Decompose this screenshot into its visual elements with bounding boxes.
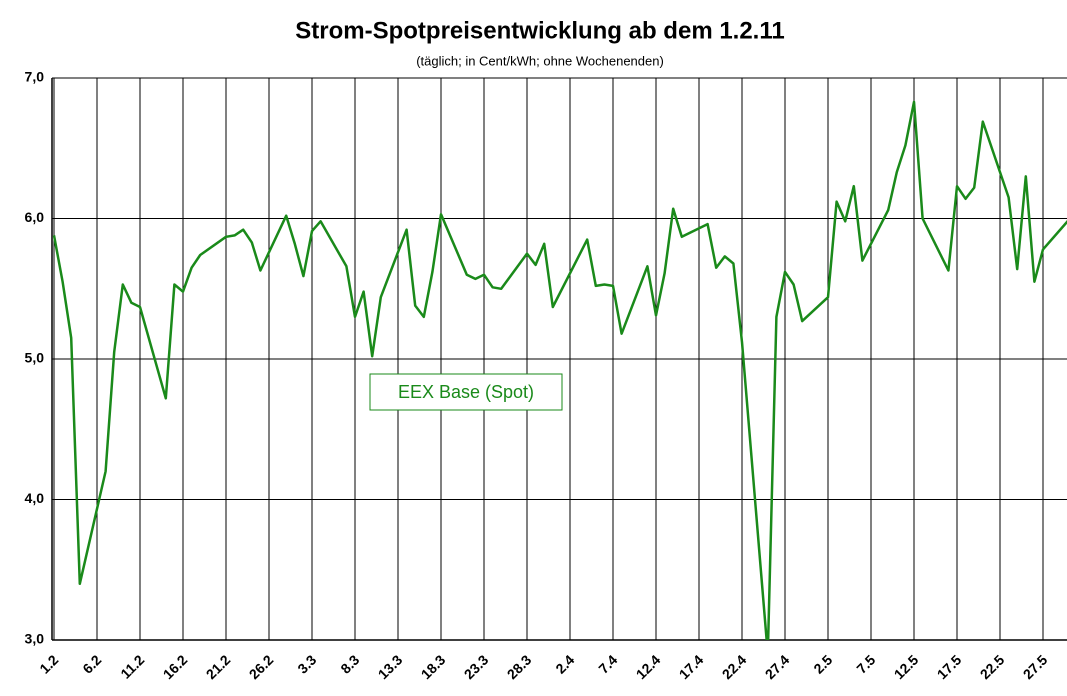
x-tick-label: 21.2 <box>203 652 234 683</box>
labels: 3,0 4,0 5,0 6,0 7,0 1.2 6.2 11.2 16.2 21.2 26.2 3.3… <box>25 69 1051 683</box>
y-tick-label: 6,0 <box>25 209 45 225</box>
data-line <box>52 100 1067 640</box>
x-tick-label: 26.2 <box>246 652 277 683</box>
x-tick-label: 27.4 <box>762 652 793 683</box>
x-tick-label: 8.3 <box>337 652 362 677</box>
y-tick-label: 5,0 <box>25 350 45 366</box>
x-tick-label: 1.2 <box>36 652 61 677</box>
y-tick-label: 3,0 <box>25 631 45 647</box>
x-tick-label: 22.5 <box>977 652 1008 683</box>
grid <box>51 77 1067 641</box>
x-tick-label: 12.5 <box>891 652 922 683</box>
x-tick-label: 16.2 <box>160 652 191 683</box>
x-tick-label: 2.5 <box>810 652 835 677</box>
x-tick-label: 3.3 <box>294 652 319 677</box>
legend-label: EEX Base (Spot) <box>398 382 534 402</box>
x-tick-label: 23.3 <box>461 652 492 683</box>
chart-subtitle: (täglich; in Cent/kWh; ohne Wochenenden) <box>416 53 664 68</box>
x-tick-label: 28.3 <box>504 652 535 683</box>
x-tick-label: 17.5 <box>934 652 965 683</box>
x-tick-label: 2.4 <box>552 652 577 677</box>
plot-area <box>52 100 1067 640</box>
x-tick-label: 11.2 <box>117 652 147 682</box>
x-tick-label: 13.3 <box>375 652 406 683</box>
legend: EEX Base (Spot) <box>369 373 563 411</box>
x-tick-label: 22.4 <box>719 652 750 683</box>
legend-box <box>369 373 563 411</box>
x-tick-label: 12.4 <box>633 652 664 683</box>
x-tick-label: 18.3 <box>418 652 449 683</box>
x-tick-label: 6.2 <box>79 652 104 677</box>
x-tick-label: 7.4 <box>595 652 620 677</box>
y-tick-label: 4,0 <box>25 490 45 506</box>
y-tick-label: 7,0 <box>25 69 45 85</box>
x-tick-label: 27.5 <box>1020 652 1051 683</box>
x-tick-label: 7.5 <box>853 652 878 677</box>
chart-title: Strom-Spotpreisentwicklung ab dem 1.2.11 <box>295 17 784 44</box>
x-tick-label: 17.4 <box>676 652 707 683</box>
